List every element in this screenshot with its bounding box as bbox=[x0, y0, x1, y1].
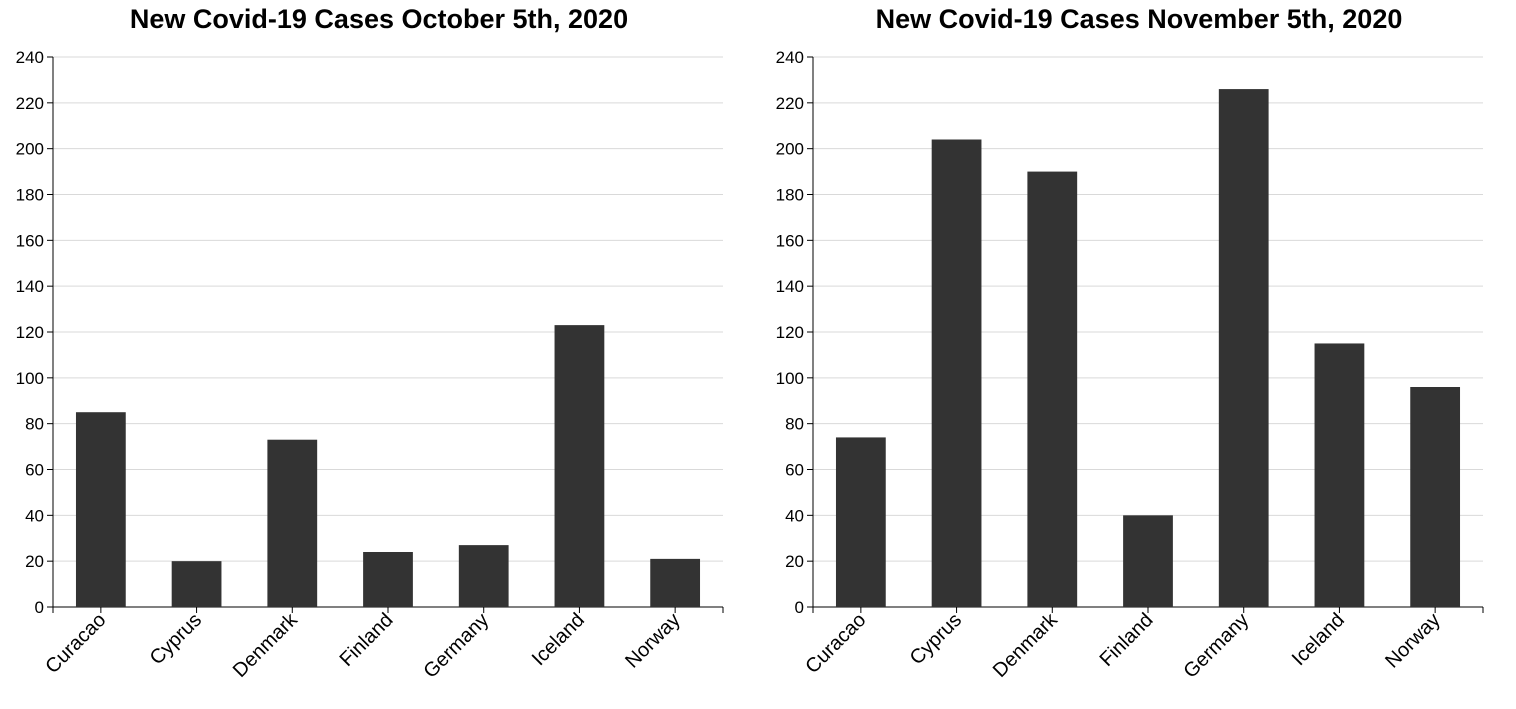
chart-october-plot: 0 20 40 60 80 100 120 140 160 180 200 220 240 Curacao… bbox=[16, 48, 724, 683]
y-tick-label: 0 bbox=[35, 598, 44, 617]
bar-germany bbox=[458, 545, 509, 607]
y-tick-label: 40 bbox=[785, 506, 804, 525]
y-tick-label: 140 bbox=[776, 277, 804, 296]
chart-november-plot: 0 20 40 60 80 100 120 140 160 180 200 220 240 Curacao… bbox=[776, 48, 1484, 683]
bar-iceland bbox=[1314, 343, 1365, 607]
y-tick-label: 240 bbox=[16, 48, 44, 67]
y-tick-label: 20 bbox=[785, 552, 804, 571]
x-tick-label: Denmark bbox=[229, 608, 303, 682]
y-tick-label: 220 bbox=[776, 94, 804, 113]
y-tick-label: 220 bbox=[16, 94, 44, 113]
chart-title: New Covid-19 Cases November 5th, 2020 bbox=[875, 4, 1403, 34]
bar-norway bbox=[650, 558, 701, 607]
y-tick-label: 80 bbox=[25, 415, 44, 434]
y-tick-label: 40 bbox=[25, 506, 44, 525]
chart-october: New Covid-19 Cases October 5th, 2020 0 20… bbox=[16, 4, 724, 683]
y-tick-label: 160 bbox=[776, 231, 804, 250]
x-tick-label: Curacao bbox=[41, 609, 110, 678]
x-tick-label: Curacao bbox=[801, 609, 870, 678]
y-tick-label: 140 bbox=[16, 277, 44, 296]
bar-finland bbox=[363, 552, 413, 607]
x-tick-label: Germany bbox=[1180, 609, 1254, 683]
x-tick-label: Iceland bbox=[1288, 609, 1349, 670]
y-tick-label: 200 bbox=[16, 140, 44, 159]
y-tick-label: 180 bbox=[16, 186, 44, 205]
x-tick-label: Finland bbox=[336, 609, 398, 671]
x-tick-label: Finland bbox=[1096, 609, 1158, 671]
y-tick-label: 160 bbox=[16, 231, 44, 250]
chart-title: New Covid-19 Cases October 5th, 2020 bbox=[129, 4, 629, 34]
x-tick-label: Denmark bbox=[989, 608, 1063, 682]
y-tick-label: 200 bbox=[776, 140, 804, 159]
y-tick-label: 120 bbox=[16, 323, 44, 342]
x-tick-label: Cyprus bbox=[146, 609, 206, 669]
x-tick-label: Germany bbox=[420, 609, 494, 683]
bar-denmark bbox=[267, 439, 318, 607]
bar-germany bbox=[1218, 89, 1269, 608]
y-tick-label: 240 bbox=[776, 48, 804, 67]
bar-denmark bbox=[1027, 171, 1078, 608]
y-tick-label: 100 bbox=[776, 369, 804, 388]
x-tick-label: Norway bbox=[621, 609, 684, 672]
y-tick-label: 120 bbox=[776, 323, 804, 342]
bar-cyprus bbox=[171, 561, 222, 607]
chart-november: New Covid-19 Cases November 5th, 2020 0 2… bbox=[760, 0, 1516, 709]
y-tick-label: 60 bbox=[25, 461, 44, 480]
bar-norway bbox=[1410, 387, 1461, 607]
x-tick-label: Norway bbox=[1381, 609, 1444, 672]
bar-cyprus bbox=[931, 139, 982, 607]
bar-finland bbox=[1123, 515, 1173, 607]
bar-iceland bbox=[554, 325, 605, 607]
x-tick-label: Cyprus bbox=[906, 609, 966, 669]
y-tick-label: 100 bbox=[16, 369, 44, 388]
y-tick-label: 180 bbox=[776, 186, 804, 205]
y-tick-label: 20 bbox=[25, 552, 44, 571]
y-tick-label: 80 bbox=[785, 415, 804, 434]
y-tick-label: 0 bbox=[795, 598, 804, 617]
bar-curacao bbox=[835, 437, 886, 607]
x-tick-label: Iceland bbox=[528, 609, 589, 670]
y-tick-label: 60 bbox=[785, 461, 804, 480]
bar-curacao bbox=[75, 412, 126, 607]
